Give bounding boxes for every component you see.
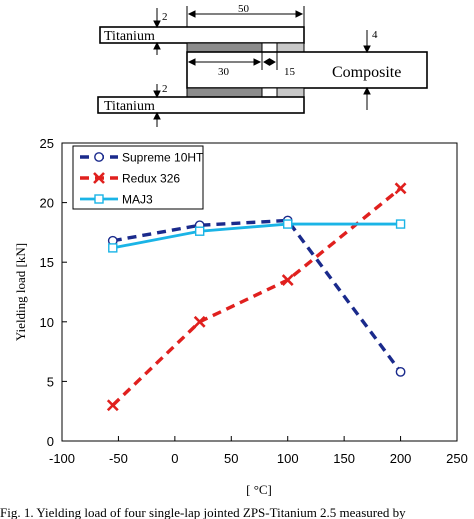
data-point-maj3 — [395, 219, 406, 229]
dim-50-label: 50 — [238, 3, 250, 15]
upper-adhesive-dark — [186, 42, 263, 53]
dimension-30-15 — [187, 45, 278, 70]
x-tick-label: 250 — [446, 451, 468, 466]
legend-label-redux-326: Redux 326 — [122, 172, 180, 186]
series-line-supreme-10ht — [112, 218, 402, 373]
dim-top-thickness-label: 2 — [162, 11, 168, 23]
y-tick-label: 0 — [47, 434, 54, 449]
joint-schematic: Titanium Titanium Composite 50 30 15 — [97, 3, 428, 127]
dim-bottom-thickness-label: 2 — [162, 83, 168, 95]
x-tick-label: -50 — [109, 451, 128, 466]
data-point-maj3 — [108, 243, 118, 253]
legend: Supreme 10HT Redux 326 MAJ3 — [72, 145, 204, 210]
lower-adhesive-dark — [186, 87, 263, 98]
x-tick-label: 100 — [277, 451, 299, 466]
x-tick-label: -100 — [49, 451, 75, 466]
dimension-core-thickness — [363, 30, 371, 110]
series-layer — [106, 182, 407, 412]
data-point-redux-326 — [193, 315, 206, 328]
x-axis-label: [ °C] — [246, 482, 272, 497]
series-line-redux-326 — [111, 186, 402, 407]
y-tick-label: 5 — [47, 374, 54, 389]
dimension-50 — [186, 6, 305, 27]
data-point-redux-326 — [394, 182, 407, 195]
y-tick-label: 25 — [40, 136, 54, 151]
lower-titanium-label: Titanium — [104, 99, 155, 114]
legend-label-supreme-10ht: Supreme 10HT — [122, 151, 204, 165]
legend-marker-redux-326 — [93, 172, 105, 184]
plot-area — [61, 142, 458, 442]
legend-marker-supreme-10ht — [94, 152, 104, 162]
figure-caption: Fig. 1. Yielding load of four single-lap… — [0, 505, 406, 519]
y-tick-label: 15 — [40, 255, 54, 270]
dim-30-label: 30 — [218, 66, 230, 78]
x-tick-label: 50 — [224, 451, 238, 466]
dimension-top-thickness — [153, 8, 161, 55]
data-point-supreme-10ht — [395, 366, 406, 377]
x-axis: -100 -50 0 50 100 150 200 250 — [49, 436, 468, 466]
upper-adhesive-light — [276, 42, 305, 53]
data-point-redux-326 — [106, 399, 119, 412]
lower-adhesive-gap — [261, 87, 278, 98]
dim-core-thickness-label: 4 — [372, 29, 378, 41]
dimension-bottom-thickness — [153, 84, 161, 127]
x-tick-label: 0 — [171, 451, 178, 466]
x-tick-label: 150 — [333, 451, 355, 466]
composite-core — [186, 51, 428, 89]
lower-titanium-plate — [97, 96, 305, 114]
data-point-maj3 — [283, 219, 293, 229]
data-point-redux-326 — [281, 274, 294, 286]
dim-15-label: 15 — [284, 66, 296, 78]
lower-adhesive-light — [276, 87, 305, 98]
upper-titanium-label: Titanium — [104, 29, 155, 44]
data-point-maj3 — [194, 226, 205, 236]
y-tick-label: 10 — [40, 315, 54, 330]
y-axis-label: Yielding load [kN] — [13, 243, 28, 341]
y-axis: 0 5 10 15 20 25 — [40, 136, 67, 449]
legend-marker-maj3 — [94, 194, 104, 204]
series-line-maj3 — [112, 222, 401, 250]
x-tick-label: 200 — [390, 451, 412, 466]
y-tick-label: 20 — [40, 196, 54, 211]
upper-adhesive-gap — [261, 42, 278, 53]
legend-label-maj3: MAJ3 — [122, 193, 153, 207]
composite-label: Composite — [332, 64, 401, 81]
